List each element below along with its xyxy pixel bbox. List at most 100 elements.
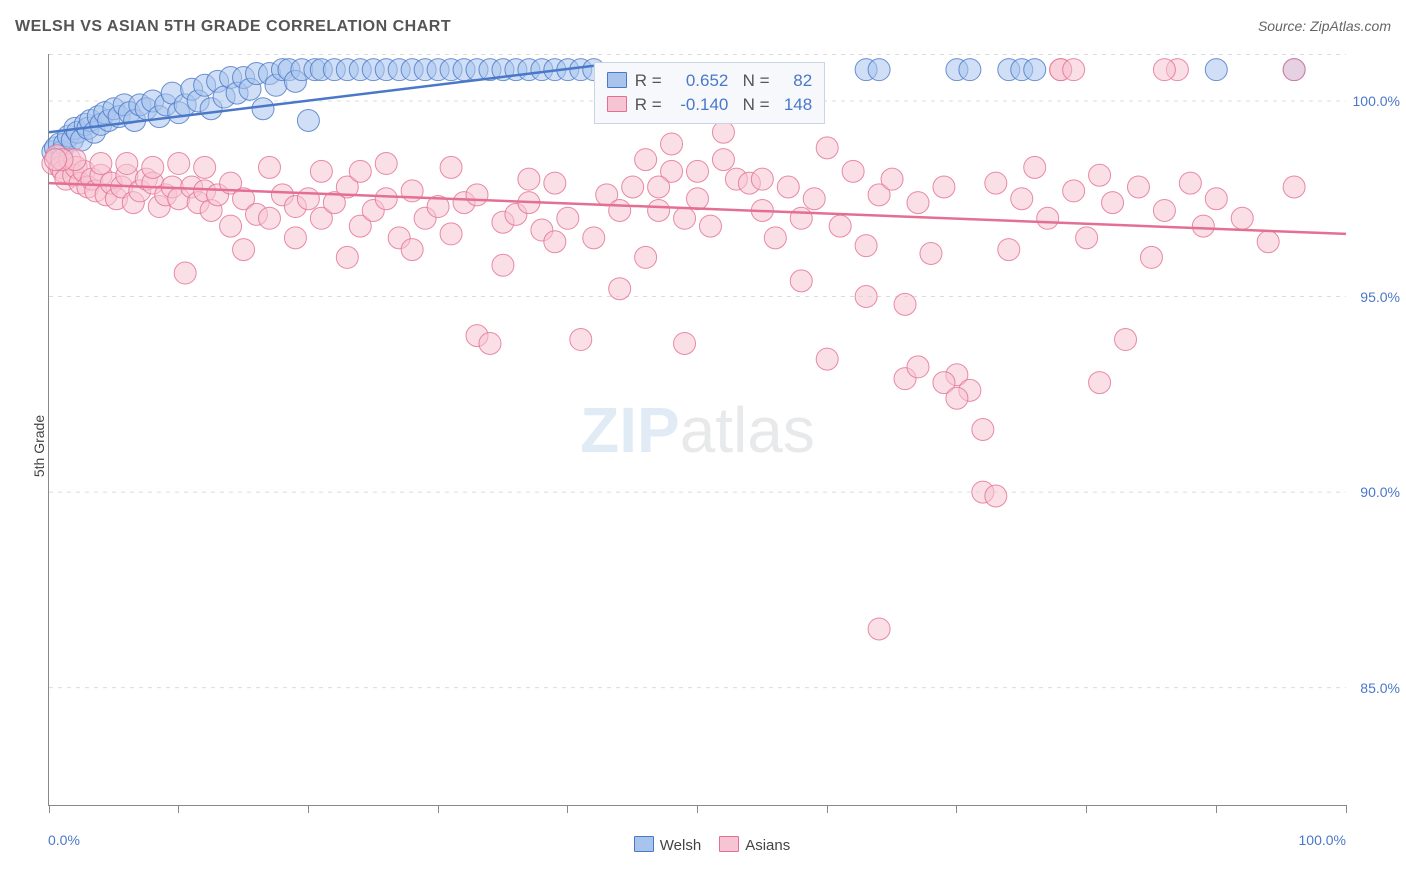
data-point xyxy=(1179,172,1201,194)
data-point xyxy=(868,59,890,81)
data-point xyxy=(635,149,657,171)
chart-svg xyxy=(49,54,1346,805)
data-point xyxy=(284,227,306,249)
data-point xyxy=(933,176,955,198)
data-point xyxy=(1024,59,1046,81)
stats-row: R = -0.140 N = 148 xyxy=(607,93,812,117)
data-point xyxy=(648,199,670,221)
stats-row: R = 0.652 N = 82 xyxy=(607,69,812,93)
data-point xyxy=(687,160,709,182)
data-point xyxy=(1205,59,1227,81)
x-tick-mark xyxy=(697,805,698,813)
data-point xyxy=(985,172,1007,194)
data-point xyxy=(674,207,696,229)
data-point xyxy=(375,153,397,175)
data-point xyxy=(972,419,994,441)
data-point xyxy=(557,207,579,229)
y-tick-label: 100.0% xyxy=(1353,93,1400,109)
data-point xyxy=(174,262,196,284)
legend-label: Welsh xyxy=(660,837,701,854)
data-point xyxy=(881,168,903,190)
data-point xyxy=(790,270,812,292)
data-point xyxy=(168,153,190,175)
data-point xyxy=(1153,199,1175,221)
data-point xyxy=(1089,372,1111,394)
data-point xyxy=(116,153,138,175)
y-axis-label: 5th Grade xyxy=(31,415,47,477)
source-attribution: Source: ZipAtlas.com xyxy=(1258,18,1391,34)
data-point xyxy=(194,156,216,178)
data-point xyxy=(1192,215,1214,237)
data-point xyxy=(1140,246,1162,268)
chart-title: WELSH VS ASIAN 5TH GRADE CORRELATION CHA… xyxy=(15,18,451,35)
bottom-legend: Welsh Asians xyxy=(0,836,1406,854)
data-point xyxy=(1063,180,1085,202)
data-point xyxy=(699,215,721,237)
data-point xyxy=(985,485,1007,507)
y-tick-label: 95.0% xyxy=(1360,289,1400,305)
data-point xyxy=(440,223,462,245)
data-point xyxy=(1024,156,1046,178)
data-point xyxy=(258,156,280,178)
data-point xyxy=(349,160,371,182)
data-point xyxy=(1011,188,1033,210)
data-point xyxy=(1102,192,1124,214)
data-point xyxy=(1089,164,1111,186)
x-tick-mark xyxy=(178,805,179,813)
legend-swatch xyxy=(719,836,739,852)
data-point xyxy=(583,227,605,249)
x-tick-mark xyxy=(1216,805,1217,813)
data-point xyxy=(1283,176,1305,198)
data-point xyxy=(855,235,877,257)
data-point xyxy=(44,149,66,171)
data-point xyxy=(310,160,332,182)
plot-area: ZIPatlas R = 0.652 N = 82R = -0.140 N = … xyxy=(48,54,1346,806)
data-point xyxy=(297,188,319,210)
data-point xyxy=(687,188,709,210)
data-point xyxy=(1153,59,1175,81)
data-point xyxy=(375,188,397,210)
data-point xyxy=(466,184,488,206)
y-tick-label: 90.0% xyxy=(1360,484,1400,500)
data-point xyxy=(674,332,696,354)
data-point xyxy=(894,293,916,315)
data-point xyxy=(816,348,838,370)
data-point xyxy=(479,332,501,354)
data-point xyxy=(1037,207,1059,229)
x-tick-mark xyxy=(956,805,957,813)
data-point xyxy=(712,149,734,171)
x-tick-mark xyxy=(438,805,439,813)
legend-swatch xyxy=(634,836,654,852)
data-point xyxy=(855,286,877,308)
data-point xyxy=(751,168,773,190)
data-point xyxy=(907,192,929,214)
data-point xyxy=(609,199,631,221)
data-point xyxy=(90,153,112,175)
data-point xyxy=(868,618,890,640)
data-point xyxy=(142,156,164,178)
data-point xyxy=(233,239,255,261)
x-tick-mark xyxy=(827,805,828,813)
data-point xyxy=(907,356,929,378)
x-tick-mark xyxy=(1086,805,1087,813)
data-point xyxy=(661,133,683,155)
data-point xyxy=(609,278,631,300)
x-tick-mark xyxy=(1346,805,1347,813)
x-tick-mark xyxy=(308,805,309,813)
x-tick-mark xyxy=(567,805,568,813)
data-point xyxy=(1205,188,1227,210)
data-point xyxy=(1076,227,1098,249)
data-point xyxy=(252,98,274,120)
data-point xyxy=(842,160,864,182)
data-point xyxy=(1231,207,1253,229)
legend-label: Asians xyxy=(745,837,790,854)
data-point xyxy=(440,156,462,178)
data-point xyxy=(816,137,838,159)
data-point xyxy=(946,387,968,409)
data-point xyxy=(777,176,799,198)
data-point xyxy=(648,176,670,198)
data-point xyxy=(635,246,657,268)
data-point xyxy=(570,329,592,351)
stats-info-box: R = 0.652 N = 82R = -0.140 N = 148 xyxy=(594,62,825,124)
data-point xyxy=(544,231,566,253)
